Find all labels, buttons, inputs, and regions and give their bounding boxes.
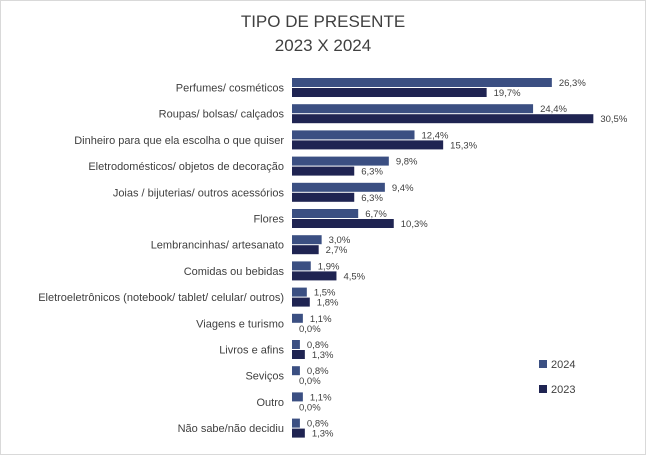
data-label: 6,3%	[361, 193, 383, 204]
legend-swatch-2023	[539, 385, 547, 393]
data-label: 0,0%	[299, 324, 321, 335]
category-label: Perfumes/ cosméticos	[176, 83, 285, 95]
bar-2024	[292, 392, 303, 402]
bar-2023	[292, 350, 305, 359]
category-label: Dinheiro para que ela escolha o que quis…	[74, 135, 284, 147]
data-label: 6,3%	[361, 167, 383, 178]
data-label: 0,0%	[299, 402, 321, 413]
data-label: 1,3%	[312, 429, 334, 440]
data-label: 24,4%	[540, 104, 567, 115]
data-label: 0,8%	[307, 340, 329, 351]
bar-2023	[292, 245, 319, 255]
bar-2023	[292, 88, 487, 97]
category-label: Eletroeletrônicos (notebook/ tablet/ cel…	[38, 292, 284, 304]
bar-2024	[292, 287, 307, 297]
data-label: 9,4%	[392, 183, 414, 194]
category-label: Livros e afins	[219, 345, 284, 357]
bar-2023	[292, 271, 337, 281]
data-label: 10,3%	[401, 219, 428, 230]
category-label: Outro	[256, 397, 284, 409]
bar-2024	[292, 366, 300, 376]
bar-2023	[292, 428, 305, 438]
bar-2023	[292, 166, 355, 176]
category-label: Comidas ou bebidas	[184, 266, 285, 278]
bar-2024	[292, 209, 359, 218]
bar-2024	[292, 235, 322, 245]
data-label: 30,5%	[600, 114, 627, 125]
category-label: Roupas/ bolsas/ calçados	[159, 109, 285, 121]
bar-2023	[292, 192, 355, 202]
bar-2024	[292, 78, 552, 87]
bar-2024	[292, 340, 300, 349]
data-label: 1,3%	[312, 350, 334, 361]
bar-2023	[292, 297, 310, 307]
data-label: 1,8%	[317, 298, 339, 309]
legend-label: 2024	[551, 359, 575, 371]
data-label: 15,3%	[450, 140, 477, 151]
bar-2024	[292, 261, 311, 271]
data-label: 1,9%	[318, 261, 340, 272]
data-label: 1,5%	[314, 288, 336, 299]
legend-label: 2023	[551, 384, 575, 396]
bar-2024	[292, 104, 534, 114]
bar-2024	[292, 156, 389, 166]
data-label: 0,8%	[307, 366, 329, 377]
legend-swatch-2024	[539, 360, 547, 368]
category-label: Viagens e turismo	[196, 318, 284, 330]
bar-2024	[292, 313, 303, 323]
bar-2023	[292, 219, 394, 228]
bar-2023	[292, 140, 444, 150]
data-label: 0,0%	[299, 376, 321, 387]
data-label: 2,7%	[326, 245, 348, 256]
category-label: Eletrodomésticos/ objetos de decoração	[88, 161, 284, 173]
chart-subtitle: 2023 X 2024	[274, 36, 372, 55]
data-label: 1,1%	[310, 314, 332, 325]
category-label: Lembrancinhas/ artesanato	[151, 240, 284, 252]
category-label: Não sabe/não decidiu	[178, 423, 284, 435]
data-label: 4,5%	[343, 271, 365, 282]
data-label: 3,0%	[329, 235, 351, 246]
data-label: 19,7%	[494, 88, 521, 99]
bar-2024	[292, 182, 385, 192]
bar-2024	[292, 418, 300, 428]
bar-2023	[292, 114, 594, 124]
data-label: 6,7%	[365, 209, 387, 220]
bar-2024	[292, 130, 415, 140]
data-label: 0,8%	[307, 419, 329, 430]
data-label: 26,3%	[559, 78, 586, 89]
category-label: Seviços	[245, 371, 284, 383]
category-label: Flores	[253, 214, 284, 226]
category-label: Joias / bijuterias/ outros acessórios	[113, 187, 285, 199]
data-label: 9,8%	[396, 157, 418, 168]
chart-title: TIPO DE PRESENTE	[240, 12, 406, 31]
data-label: 1,1%	[310, 392, 332, 403]
data-label: 12,4%	[422, 130, 449, 141]
